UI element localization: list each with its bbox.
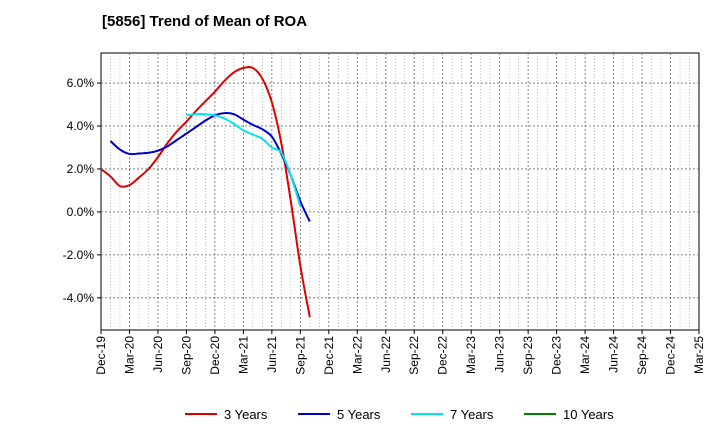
x-tick-label: Jun-20: [151, 336, 165, 373]
x-tick-label: Dec-24: [664, 336, 678, 375]
series-line-7-years: [186, 113, 302, 207]
x-tick-label: Jun-22: [379, 336, 393, 373]
y-tick-label: 0.0%: [67, 205, 95, 219]
legend-label-5-years: 5 Years: [337, 407, 381, 422]
x-tick-label: Jun-23: [493, 336, 507, 373]
x-tick-label: Sep-24: [635, 336, 649, 375]
y-tick-label: 6.0%: [67, 76, 95, 90]
series-lines: [100, 66, 311, 318]
x-tick-label: Sep-20: [179, 336, 193, 375]
x-tick-label: Jun-21: [265, 336, 279, 373]
x-tick-label: Sep-21: [293, 336, 307, 375]
y-tick-label: 2.0%: [67, 162, 95, 176]
x-tick-label: Mar-23: [464, 336, 478, 374]
series-line-3-years: [100, 66, 311, 318]
legend: 3 Years 5 Years 7 Years 10 Years: [185, 407, 614, 422]
x-tick-label: Dec-22: [436, 336, 450, 375]
x-tick-label: Dec-19: [94, 336, 108, 375]
x-tick-label: Dec-21: [322, 336, 336, 375]
legend-label-10-years: 10 Years: [563, 407, 614, 422]
legend-label-3-years: 3 Years: [224, 407, 268, 422]
x-tick-label: Dec-20: [208, 336, 222, 375]
legend-label-7-years: 7 Years: [450, 407, 494, 422]
x-tick-label: Mar-24: [578, 336, 592, 374]
x-tick-label: Dec-23: [550, 336, 564, 375]
x-tick-label: Mar-20: [122, 336, 136, 374]
x-tick-label: Jun-24: [607, 336, 621, 373]
y-tick-label: 4.0%: [67, 119, 95, 133]
x-tick-label: Sep-22: [407, 336, 421, 375]
y-tick-label: -2.0%: [63, 248, 95, 262]
x-tick-label: Mar-22: [350, 336, 364, 374]
gridlines: [101, 53, 699, 330]
x-tick-label: Mar-25: [692, 336, 706, 374]
x-tick-label: Mar-21: [236, 336, 250, 374]
chart-title: [5856] Trend of Mean of ROA: [102, 13, 307, 30]
plot-area: [100, 52, 700, 331]
y-tick-label: -4.0%: [63, 291, 95, 305]
x-axis-ticks: Dec-19 Mar-20 Jun-20 Sep-20 Dec-20 Mar-21 Jun-…: [94, 330, 706, 375]
y-axis-ticks: 6.0% 4.0% 2.0% 0.0% -2.0% -4.0%: [63, 76, 101, 305]
series-line-5-years: [109, 112, 311, 223]
x-tick-label: Sep-23: [521, 336, 535, 375]
